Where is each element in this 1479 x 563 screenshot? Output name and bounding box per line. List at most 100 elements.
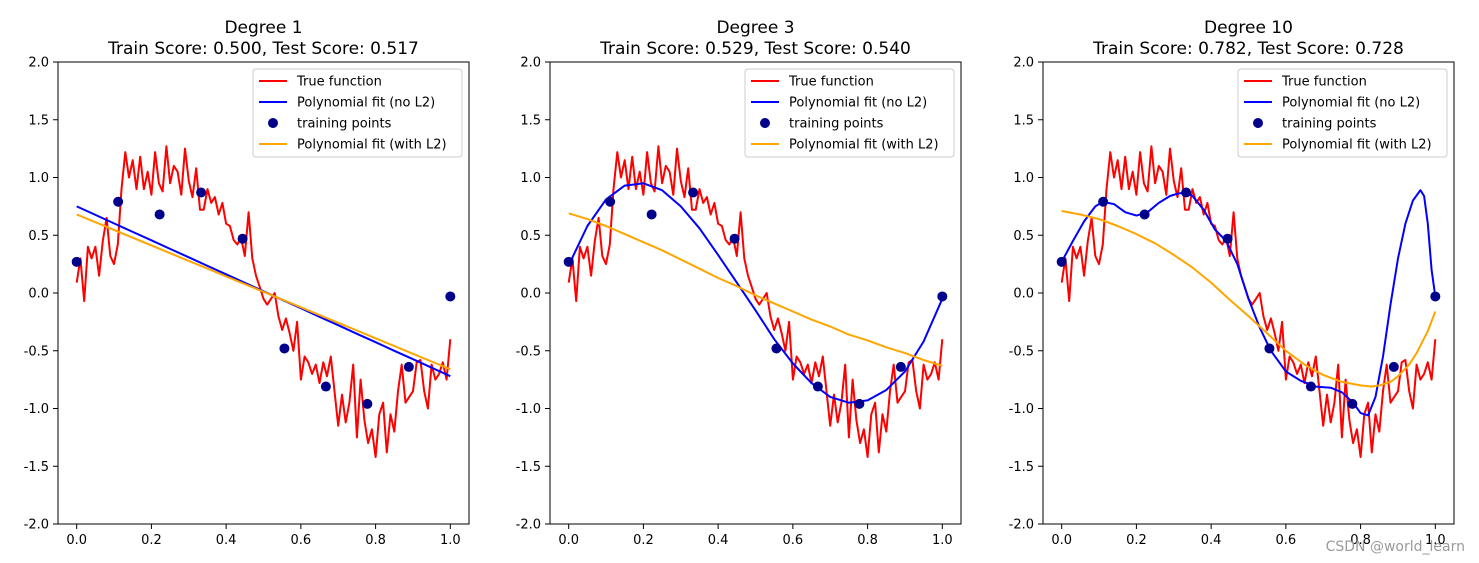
axes-frame xyxy=(57,61,470,525)
x-tick-label: 0.0 xyxy=(558,533,579,548)
training-point xyxy=(1098,196,1109,207)
axes-frame xyxy=(549,61,962,525)
x-tick-label: 0.8 xyxy=(857,533,878,548)
training-point xyxy=(688,187,699,198)
y-tick-label: -1.5 xyxy=(24,460,49,475)
plot-area xyxy=(71,145,456,458)
chart-subtitle: Train Score: 0.500, Test Score: 0.517 xyxy=(107,39,419,59)
plot-area xyxy=(563,145,948,458)
legend-entry-label: training points xyxy=(789,117,884,132)
y-tick-label: 0.0 xyxy=(520,287,541,302)
chart-title: Degree 10 xyxy=(1204,18,1293,38)
training-point xyxy=(237,233,248,244)
y-tick-label: -1.0 xyxy=(24,402,49,417)
training-point xyxy=(1264,343,1275,354)
y-tick-label: -2.0 xyxy=(516,518,541,533)
training-point xyxy=(895,361,906,372)
training-point xyxy=(154,209,165,220)
x-tick-label: 0.0 xyxy=(1051,533,1072,548)
legend-entry-label: Polynomial fit (no L2) xyxy=(789,96,927,111)
training-point xyxy=(1139,209,1150,220)
training-point xyxy=(937,291,948,302)
y-tick-label: 0.5 xyxy=(520,229,541,244)
training-point xyxy=(113,196,124,207)
x-tick-label: 0.4 xyxy=(216,533,237,548)
legend-marker-points xyxy=(760,118,770,128)
true-function-line xyxy=(1060,145,1437,458)
x-tick-label: 0.6 xyxy=(783,533,804,548)
training-point xyxy=(854,398,865,409)
legend-entry-label: Polynomial fit (with L2) xyxy=(789,138,939,153)
axes-frame xyxy=(1042,61,1455,525)
x-tick-label: 0.4 xyxy=(1201,533,1222,548)
chart-subtitle: Train Score: 0.782, Test Score: 0.728 xyxy=(1092,39,1404,59)
y-tick-label: -1.0 xyxy=(1009,402,1034,417)
training-point xyxy=(1347,398,1358,409)
training-point xyxy=(1430,291,1441,302)
polynomial-fit-no-l2-line xyxy=(1060,189,1437,417)
training-point xyxy=(771,343,782,354)
legend-entry-label: True function xyxy=(788,75,874,90)
training-point xyxy=(729,233,740,244)
chart-subtitle: Train Score: 0.529, Test Score: 0.540 xyxy=(599,39,911,59)
legend-entry-label: Polynomial fit (with L2) xyxy=(297,138,447,153)
y-tick-label: 0.5 xyxy=(28,229,49,244)
y-tick-label: 2.0 xyxy=(1013,56,1034,71)
training-point xyxy=(646,209,657,220)
polynomial-fit-with-l2-line xyxy=(568,212,943,367)
legend-marker-points xyxy=(268,118,278,128)
true-function-line xyxy=(75,145,452,458)
chart-title: Degree 3 xyxy=(716,18,794,38)
y-tick-label: -2.0 xyxy=(1009,518,1034,533)
y-tick-label: 0.0 xyxy=(1013,287,1034,302)
training-point xyxy=(1056,256,1067,267)
y-tick-label: 2.0 xyxy=(28,56,49,71)
legend: True function Polynomial fit (no L2) train… xyxy=(252,68,463,158)
true-function-line xyxy=(567,145,944,458)
x-tick-label: 0.2 xyxy=(141,533,162,548)
legend-entry-label: Polynomial fit (no L2) xyxy=(1282,96,1420,111)
x-tick-label: 0.6 xyxy=(1276,533,1297,548)
y-tick-label: -1.0 xyxy=(516,402,541,417)
y-tick-label: 1.5 xyxy=(1013,113,1034,128)
y-tick-label: 1.0 xyxy=(520,171,541,186)
legend: True function Polynomial fit (no L2) train… xyxy=(1237,68,1448,158)
training-point xyxy=(1222,233,1233,244)
y-tick-label: 2.0 xyxy=(520,56,541,71)
legend-entry-label: True function xyxy=(1281,75,1367,90)
training-point xyxy=(605,196,616,207)
training-point xyxy=(563,256,574,267)
y-tick-label: 1.5 xyxy=(28,113,49,128)
y-tick-label: -0.5 xyxy=(1009,344,1034,359)
legend-marker-points xyxy=(1253,118,1263,128)
legend-box xyxy=(744,68,955,158)
x-tick-label: 1.0 xyxy=(1425,533,1446,548)
x-tick-label: 1.0 xyxy=(440,533,461,548)
y-tick-label: -2.0 xyxy=(24,518,49,533)
y-tick-label: -1.5 xyxy=(516,460,541,475)
x-tick-label: 0.6 xyxy=(291,533,312,548)
watermark: CSDN @world_learn xyxy=(1325,539,1465,555)
training-point xyxy=(196,187,207,198)
legend-entry-label: training points xyxy=(1282,117,1377,132)
polynomial-fit-with-l2-line xyxy=(1061,210,1437,388)
training-point xyxy=(1181,187,1192,198)
x-tick-label: 0.2 xyxy=(633,533,654,548)
training-point xyxy=(1305,381,1316,392)
training-point xyxy=(279,343,290,354)
training-point xyxy=(71,256,82,267)
polynomial-fit-with-l2-line xyxy=(76,213,451,371)
x-tick-label: 0.2 xyxy=(1126,533,1147,548)
training-point xyxy=(812,381,823,392)
y-tick-label: 0.5 xyxy=(1013,229,1034,244)
training-point xyxy=(1388,361,1399,372)
x-tick-label: 0.4 xyxy=(708,533,729,548)
y-tick-label: -0.5 xyxy=(24,344,49,359)
legend-box xyxy=(252,68,463,158)
polynomial-fit-no-l2-line xyxy=(567,182,944,404)
y-tick-label: -1.5 xyxy=(1009,460,1034,475)
plot-area xyxy=(1056,145,1441,458)
